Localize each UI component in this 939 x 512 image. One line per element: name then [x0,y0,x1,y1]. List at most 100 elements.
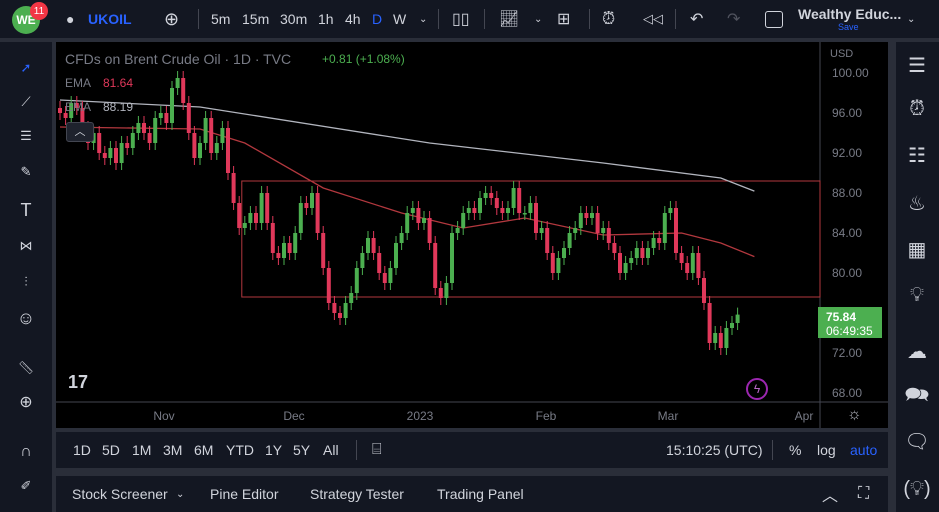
emoji-icon[interactable]: ☺ [16,307,36,328]
fullscreen-box-icon[interactable] [765,11,783,28]
clock-timezone[interactable]: 15:10:25 (UTC) [666,442,763,458]
range-5y[interactable]: 5Y [293,442,311,458]
candle-body [147,133,152,143]
candle-body [595,213,600,233]
ema1-label[interactable]: EMA [65,76,92,90]
text-icon[interactable]: T [20,199,32,220]
drawing-toolbar: ➚ ⟋ ☰ ✎ T ⋈ ⫶ ☺ 📏︎ ⊕ ∩ ✐ [0,42,52,512]
zoom-in-icon[interactable]: ⊕ [19,394,33,411]
candle-body [259,193,264,223]
tab-pine-editor[interactable]: Pine Editor [210,486,279,502]
time-tick-label: Dec [283,409,304,423]
watchlist-icon[interactable]: ☰ [908,54,926,77]
ema2-label[interactable]: EMA [65,100,92,114]
interval-4h[interactable]: 4h [345,11,361,27]
ideas-lightbulb-icon[interactable]: 💡︎ [910,283,924,306]
layout-grid-icon[interactable]: ⊞ [557,11,571,28]
range-all[interactable]: All [323,442,339,458]
save-button[interactable]: Save [838,22,859,32]
range-1d[interactable]: 1D [73,442,91,458]
interval-d[interactable]: D [372,11,383,27]
replay-icon[interactable]: ◁◁ [643,11,663,26]
price-tick-label: 72.00 [832,346,862,360]
interval-15m[interactable]: 15m [242,11,270,27]
candle-body [416,208,421,223]
candle-body [601,228,606,233]
candle-body [662,213,667,243]
candle-body [226,128,230,173]
alarm-add-icon[interactable]: ⏰︎ [602,9,616,28]
candle-body [248,213,253,223]
range-1y[interactable]: 1Y [265,442,283,458]
candle-body [444,283,449,298]
symbol-search[interactable]: UKOIL [88,11,132,27]
range-3m[interactable]: 3M [163,442,183,458]
prediction-icon[interactable]: ⫶ [24,274,28,289]
layout-name[interactable]: Wealthy Educ... [798,6,902,22]
interval-1h[interactable]: 1h [318,11,334,27]
candle-body [427,218,432,243]
alarm-clock-icon[interactable]: ⏰︎ [909,97,925,120]
bar-countdown: 06:49:35 [826,324,873,338]
price-chart[interactable]: 100.00 96.00 92.00 88.00 84.00 80.00 72.00 68.0… [56,42,888,428]
chevron-down-icon[interactable]: ⌄ [534,13,543,25]
chat-cloud-icon[interactable]: ☁ [907,340,927,363]
candle-body [170,88,174,123]
chevron-down-icon[interactable]: ⌄ [907,13,916,25]
tab-trading-panel[interactable]: Trading Panel [437,486,524,502]
candle-body [349,293,354,303]
candle-body [298,203,303,233]
tab-stock-screener[interactable]: Stock Screener [72,486,168,502]
collapse-legend-button[interactable]: ︿ [66,122,94,142]
indicators-icon[interactable]: 📈︎ [499,11,520,28]
streams-icon[interactable]: (💡︎) [903,477,931,500]
candles-icon[interactable]: ▯▯ [452,11,470,28]
pattern-icon[interactable]: ⋈ [19,238,33,253]
percent-toggle[interactable]: % [789,442,802,458]
range-1m[interactable]: 1M [132,442,152,458]
fib-lines-icon[interactable]: ☰ [20,128,32,143]
calendar-icon[interactable]: ▦ [907,238,927,261]
ruler-icon[interactable]: 📏︎ [17,360,35,375]
news-list-icon[interactable]: ☷ [908,144,926,167]
interval-30m[interactable]: 30m [280,11,308,27]
chevron-down-icon[interactable]: ⌄ [419,13,428,25]
candle-body [237,203,242,228]
range-ytd[interactable]: YTD [226,442,254,458]
brush-icon[interactable]: ✎ [20,164,32,179]
chevron-down-icon[interactable]: ⌄ [176,488,185,500]
trend-line-icon[interactable]: ⟋ [21,94,31,109]
range-5d[interactable]: 5D [102,442,120,458]
messages-icon[interactable]: 🗨︎ [904,430,930,453]
oil-drop-icon: ● [66,11,75,27]
candle-body [58,108,62,113]
top-toolbar: WE 11 ● UKOIL ⊕ 5m 15m 30m 1h 4h D W ⌄ ▯… [0,0,939,38]
lock-drawings-icon[interactable]: ✐ [20,478,32,493]
range-6m[interactable]: 6M [194,442,214,458]
candle-body [388,268,393,283]
chevron-up-icon[interactable]: ︿ [822,488,839,505]
candle-body [242,223,247,228]
undo-icon[interactable]: ↶ [690,11,704,28]
auto-toggle[interactable]: auto [850,442,878,458]
interval-w[interactable]: W [393,11,407,27]
magnet-icon[interactable]: ∩ [20,443,32,460]
settings-sun-icon[interactable]: ☼ [847,406,862,423]
currency-selector[interactable]: USD [830,48,854,60]
log-toggle[interactable]: log [817,442,836,458]
maximize-icon[interactable]: ⛶ [858,485,870,502]
candle-body [724,328,729,348]
candle-body [623,263,628,273]
tab-strategy-tester[interactable]: Strategy Tester [310,486,404,502]
chats-icon[interactable]: 🗪︎ [904,384,930,406]
candle-body [354,268,359,293]
compare-add-icon[interactable]: ⊕ [164,8,180,29]
interval-5m[interactable]: 5m [211,11,231,27]
candle-body [494,198,499,208]
lightning-icon[interactable]: ϟ [746,378,768,400]
candle-body [220,128,225,143]
hotlist-flame-icon[interactable]: ♨ [908,192,926,215]
cursor-icon[interactable]: ➚ [20,60,32,75]
chart-pane[interactable]: 100.00 96.00 92.00 88.00 84.00 80.00 72.00 68.0… [56,42,888,428]
go-to-date-icon[interactable]: ⌸ [372,441,382,458]
